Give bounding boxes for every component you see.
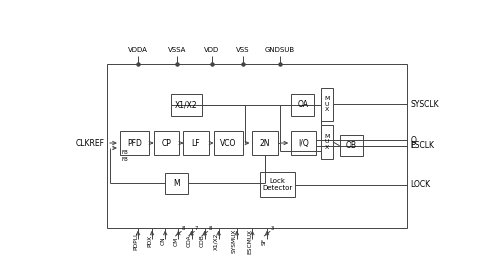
Bar: [340, 135, 363, 157]
Text: 3: 3: [270, 226, 274, 231]
Bar: [165, 173, 188, 194]
Text: PDPLL: PDPLL: [133, 232, 138, 250]
Text: CM: CM: [174, 236, 178, 246]
Text: CLKREF: CLKREF: [76, 139, 105, 148]
Text: M: M: [174, 179, 180, 188]
Text: 8: 8: [208, 226, 212, 231]
Text: CN: CN: [160, 237, 165, 245]
Bar: [291, 130, 316, 155]
Text: SYSCLK: SYSCLK: [410, 100, 439, 109]
Text: 7: 7: [195, 226, 198, 231]
Text: SF: SF: [262, 237, 267, 244]
Bar: [107, 64, 408, 228]
Bar: [291, 94, 314, 116]
Text: FB: FB: [122, 157, 128, 162]
Text: X1/X2: X1/X2: [214, 232, 218, 250]
Text: OA: OA: [297, 100, 308, 109]
Text: VDD: VDD: [204, 47, 220, 53]
Text: PDX: PDX: [147, 235, 152, 247]
Text: VCO: VCO: [220, 139, 236, 148]
Bar: [214, 130, 242, 155]
Text: COB: COB: [200, 235, 204, 248]
Text: LOCK: LOCK: [410, 180, 430, 189]
Bar: [322, 125, 333, 159]
Text: VSS: VSS: [236, 47, 250, 53]
Text: I: I: [410, 141, 412, 150]
Text: GNDSUB: GNDSUB: [264, 47, 294, 53]
Text: 2N: 2N: [260, 139, 270, 148]
Bar: [322, 87, 333, 121]
Text: 8: 8: [182, 226, 185, 231]
Text: VDDA: VDDA: [128, 47, 148, 53]
Bar: [120, 130, 149, 155]
Text: Q: Q: [410, 136, 416, 145]
Text: PFD: PFD: [127, 139, 142, 148]
Text: M
U
X: M U X: [324, 96, 330, 112]
Text: Lock
Detector: Lock Detector: [262, 178, 292, 191]
Bar: [154, 130, 179, 155]
Text: FB: FB: [121, 150, 128, 155]
Text: ESCLK: ESCLK: [410, 141, 434, 150]
Text: VSSA: VSSA: [168, 47, 186, 53]
Bar: [184, 130, 208, 155]
Text: SYSMUX: SYSMUX: [232, 229, 237, 253]
Text: X1/X2: X1/X2: [175, 100, 198, 109]
Text: M
U
X: M U X: [324, 134, 330, 150]
Text: LF: LF: [192, 139, 200, 148]
Bar: [252, 130, 278, 155]
Text: OB: OB: [346, 141, 356, 150]
Text: ESCMUX: ESCMUX: [248, 228, 252, 253]
Bar: [260, 172, 295, 197]
Bar: [171, 94, 202, 116]
Text: COA: COA: [186, 235, 192, 247]
Text: CP: CP: [161, 139, 171, 148]
Text: I/Q: I/Q: [298, 139, 309, 148]
